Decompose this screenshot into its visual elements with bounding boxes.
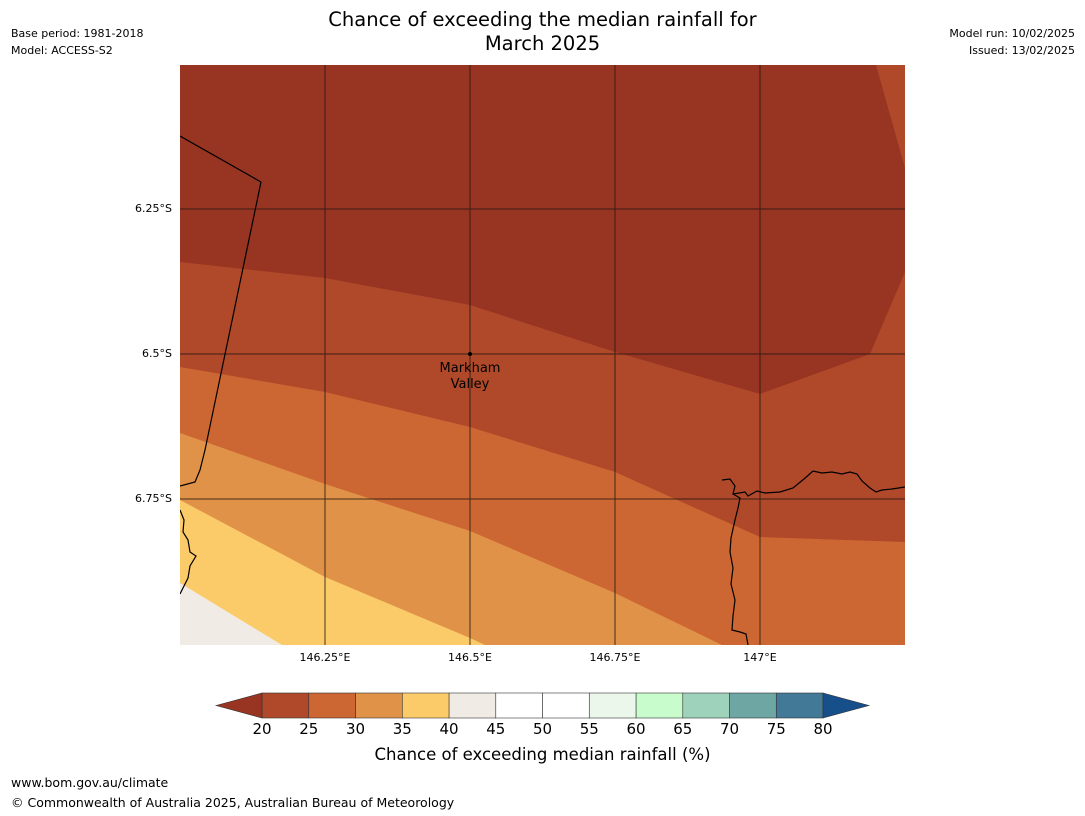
meta-right: Model run: 10/02/2025 Issued: 13/02/2025 (949, 25, 1075, 59)
colorbar-tick-label: 20 (252, 720, 272, 738)
colorbar-bin (542, 692, 590, 719)
colorbar-bin (308, 692, 356, 719)
colorbar-under-arrow (214, 692, 263, 719)
model-run-text: Model run: 10/02/2025 (949, 27, 1075, 40)
coastline-west (180, 509, 197, 595)
colorbar-bin (261, 692, 310, 719)
colorbar-title: Chance of exceeding median rainfall (%) (374, 745, 711, 764)
map-area: Markham Valley (180, 65, 905, 645)
colorbar-bin (729, 692, 777, 719)
meta-left: Base period: 1981-2018 Model: ACCESS-S2 (11, 25, 143, 59)
colorbar-bin (355, 692, 403, 719)
colorbar-tick-label: 40 (439, 720, 459, 738)
lat-label-6-5s: 6.5°S (142, 347, 172, 360)
colorbar-over-arrow (822, 692, 871, 719)
lon-label-146-25e: 146.25°E (299, 651, 351, 664)
river-line (729, 493, 749, 645)
colorbar-tick-label: 55 (579, 720, 599, 738)
issued-text: Issued: 13/02/2025 (968, 44, 1075, 57)
coastline (180, 135, 905, 645)
model-text: Model: ACCESS-S2 (11, 44, 113, 57)
place-label-valley: Valley (451, 377, 490, 392)
colorbar-tick-label: 80 (813, 720, 833, 738)
lon-label-147e: 147°E (743, 651, 777, 664)
district-boundary (180, 135, 262, 487)
place-label-markham: Markham (440, 361, 501, 376)
colorbar-bin (635, 692, 684, 719)
colorbar-tick-label: 30 (345, 720, 366, 738)
colorbar-bin (495, 692, 543, 719)
colorbar-tick-label: 75 (766, 720, 786, 738)
zone-35-40 (180, 500, 485, 645)
footer-copyright: © Commonwealth of Australia 2025, Austra… (11, 795, 455, 810)
colorbar-tick-label: 60 (626, 720, 646, 738)
colorbar-tick-label: 25 (299, 720, 319, 738)
map-title-line2: March 2025 (484, 32, 601, 55)
lon-label-146-5e: 146.5°E (448, 651, 492, 664)
lat-label-6-75s: 6.75°S (135, 492, 172, 505)
colorbar-bin (448, 692, 497, 719)
base-period-text: Base period: 1981-2018 (11, 27, 144, 40)
colorbar-tick-label: 35 (392, 720, 412, 738)
colorbar-tick-label: 70 (719, 720, 740, 738)
colorbar-bin (588, 692, 637, 719)
map-title-line1: Chance of exceeding the median rainfall … (328, 8, 757, 31)
markham-valley-marker (468, 352, 472, 356)
zone-20-25-corner (876, 65, 905, 168)
colorbar-tick-label: 45 (486, 720, 506, 738)
footer-url: www.bom.gov.au/climate (11, 775, 169, 790)
colorbar-tick-label: 65 (673, 720, 693, 738)
coastline-east (721, 470, 905, 497)
colorbar-bin (682, 692, 730, 719)
colorbar (214, 692, 871, 719)
map-title: Chance of exceeding the median rainfall … (0, 8, 1085, 56)
colorbar-bin (401, 692, 450, 719)
lat-label-6-25s: 6.25°S (135, 202, 172, 215)
zone-40-45 (180, 583, 282, 645)
colorbar-bin (775, 692, 824, 719)
colorbar-tick-label: 50 (532, 720, 553, 738)
lon-label-146-75e: 146.75°E (589, 651, 641, 664)
